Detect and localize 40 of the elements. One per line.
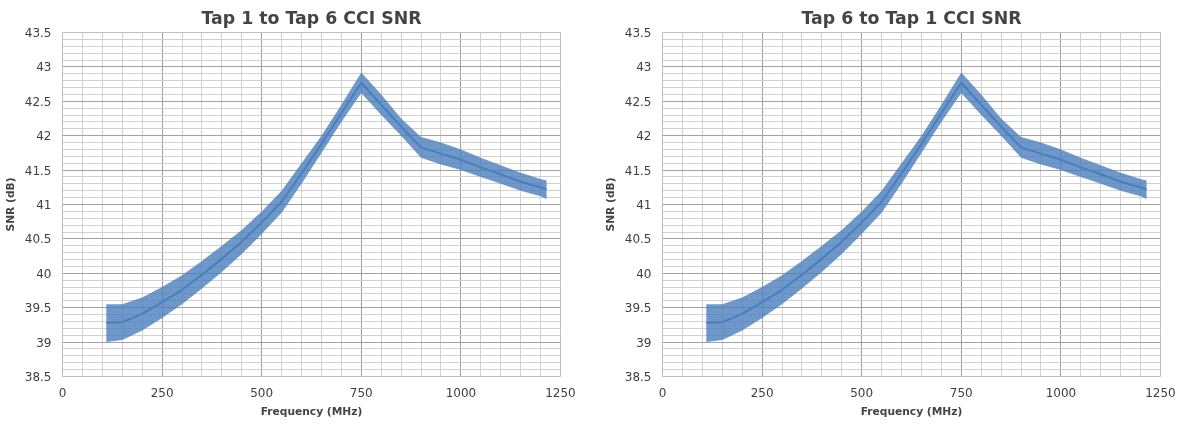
y-axis-title: SNR (dB)	[3, 177, 17, 232]
y-tick-label: 40.5	[24, 232, 52, 247]
x-tick-label: 0	[58, 385, 67, 400]
x-tick-label: 750	[349, 385, 373, 400]
chart-title: Tap 1 to Tap 6 CCI SNR	[201, 7, 422, 28]
y-tick-label: 42.5	[24, 94, 52, 109]
y-tick-label: 43.5	[24, 26, 52, 40]
y-tick-label: 42.5	[624, 94, 652, 109]
x-tick-label: 1000	[1045, 385, 1077, 400]
chart-title: Tap 6 to Tap 1 CCI SNR	[801, 7, 1022, 28]
y-tick-label: 41	[636, 198, 652, 212]
y-tick-label: 42	[636, 129, 652, 144]
y-tick-label: 42	[36, 129, 52, 144]
y-axis-title: SNR (dB)	[603, 177, 617, 232]
y-tick-label: 40.5	[624, 232, 652, 247]
y-tick-label: 43	[36, 60, 52, 75]
x-axis-title: Frequency (MHz)	[860, 404, 963, 418]
x-tick-label: 250	[150, 385, 174, 400]
y-tick-label: 41	[36, 198, 52, 212]
x-tick-label: 500	[250, 385, 274, 400]
x-tick-label: 1250	[1145, 385, 1176, 400]
y-tick-label: 38.5	[624, 370, 652, 384]
y-tick-label: 38.5	[24, 370, 52, 384]
x-tick-label: 750	[949, 385, 973, 400]
x-tick-label: 1250	[545, 385, 576, 400]
y-tick-label: 40	[36, 266, 52, 281]
y-tick-label: 41.5	[624, 163, 652, 178]
x-tick-label: 250	[750, 385, 774, 400]
x-axis-title: Frequency (MHz)	[260, 404, 363, 418]
y-tick-label: 40	[636, 266, 652, 281]
y-tick-label: 39	[36, 335, 52, 350]
y-tick-label: 39.5	[624, 301, 652, 316]
y-tick-label: 43	[636, 60, 652, 75]
x-tick-label: 1000	[445, 385, 477, 400]
y-tick-label: 39.5	[24, 301, 52, 316]
y-tick-label: 41.5	[24, 163, 52, 178]
x-tick-label: 500	[850, 385, 874, 400]
x-tick-label: 0	[658, 385, 667, 400]
y-tick-label: 43.5	[624, 26, 652, 40]
y-tick-label: 39	[636, 335, 652, 350]
